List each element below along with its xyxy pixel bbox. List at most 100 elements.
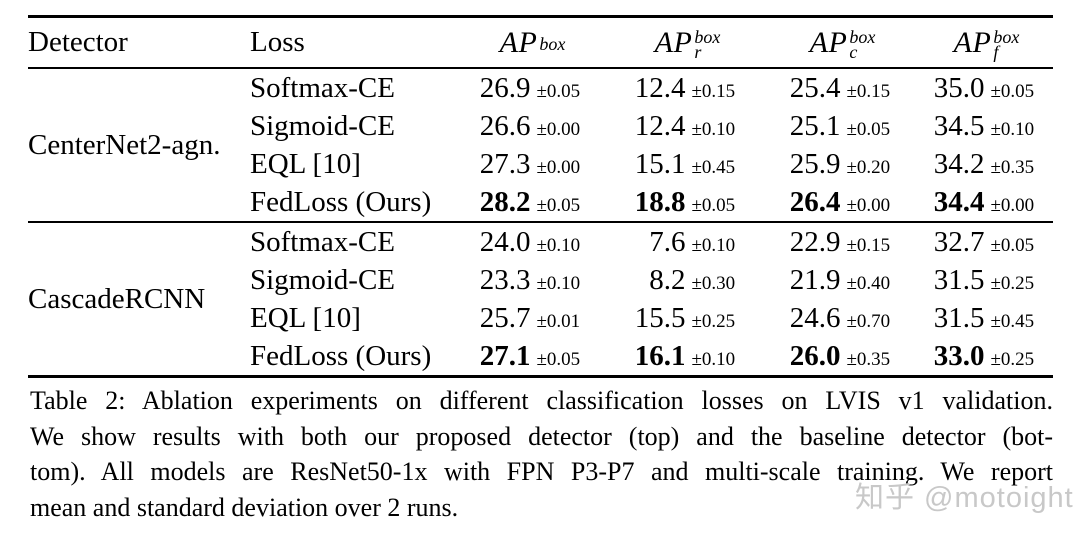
ap-box-cell: 26.9 ±0.05: [455, 72, 610, 105]
value: 25.9: [789, 147, 841, 180]
math-sub-c: c: [849, 41, 858, 62]
value: 24.6: [789, 301, 841, 334]
std-dev: ±0.01: [536, 310, 581, 332]
value: 28.2: [479, 185, 531, 218]
math-ap: AP: [953, 25, 992, 59]
ap-c-cell: 22.9 ±0.15: [765, 226, 920, 259]
std-dev: ±0.05: [990, 80, 1035, 102]
std-dev: ±0.10: [691, 348, 736, 370]
value: 26.0: [789, 339, 841, 372]
zhihu-watermark: 知乎 @motoight: [855, 482, 1074, 514]
math-ap: AP: [809, 25, 848, 59]
value: 25.7: [479, 301, 531, 334]
ap-box-cell: 26.6 ±0.00: [455, 110, 610, 143]
std-dev: ±0.00: [536, 118, 581, 140]
ap-r-cell: 12.4 ±0.15: [610, 72, 765, 105]
detector-label: CenterNet2-agn.: [28, 128, 221, 161]
value: 12.4: [634, 109, 686, 142]
value: 15.1: [634, 147, 686, 180]
ap-box-cell: 28.2 ±0.05: [455, 186, 610, 219]
math-scripts: box r: [694, 28, 720, 62]
std-dev: ±0.05: [536, 194, 581, 216]
loss-label: Softmax-CE: [250, 225, 395, 258]
ap-c-cell: 21.9 ±0.40: [765, 264, 920, 297]
value: 34.5: [933, 109, 985, 142]
caption-line: We show results with both our proposed d…: [30, 421, 1053, 451]
col-header-ap-r-box: AP box r: [610, 25, 765, 62]
group-centernet2: CenterNet2-agn. Softmax-CE 26.9 ±0.05 12.…: [28, 69, 1053, 221]
loss-label: EQL [10]: [250, 147, 361, 180]
value: 21.9: [789, 263, 841, 296]
std-dev: ±0.15: [846, 234, 891, 256]
ap-r-cell: 8.2 ±0.30: [610, 264, 765, 297]
std-dev: ±0.10: [536, 234, 581, 256]
ap-f-cell: 34.2 ±0.35: [920, 148, 1053, 181]
loss-label: FedLoss (Ours): [250, 185, 432, 218]
ap-f-cell: 32.7 ±0.05: [920, 226, 1053, 259]
col-header-ap-box: AP box: [455, 26, 610, 60]
col-header-detector: Detector: [28, 26, 128, 58]
ap-f-cell: 34.5 ±0.10: [920, 110, 1053, 143]
col-header-ap-f-box: AP box f: [920, 25, 1053, 62]
std-dev: ±0.35: [846, 348, 891, 370]
value: 12.4: [634, 71, 686, 104]
value: 26.4: [789, 185, 841, 218]
group-separator-rule: [28, 221, 1053, 223]
ap-box-cell: 27.1 ±0.05: [455, 340, 610, 373]
math-sub-f: f: [993, 41, 999, 62]
col-header-loss: Loss: [250, 26, 305, 58]
table-caption: Table 2: Ablation experiments on differe…: [30, 383, 1053, 525]
value: 34.4: [933, 185, 985, 218]
value: 33.0: [933, 339, 985, 372]
ap-c-cell: 26.4 ±0.00: [765, 186, 920, 219]
std-dev: ±0.25: [990, 272, 1035, 294]
table-bottom-rule: [28, 375, 1053, 378]
value: 7.6: [649, 225, 686, 258]
math-sup-box: box: [539, 34, 566, 54]
std-dev: ±0.05: [846, 118, 891, 140]
math-ap: AP: [654, 25, 693, 59]
ap-c-cell: 26.0 ±0.35: [765, 340, 920, 373]
loss-label: Sigmoid-CE: [250, 109, 396, 142]
value: 8.2: [649, 263, 686, 296]
std-dev: ±0.10: [691, 118, 736, 140]
col-header-ap-c-box: AP box c: [765, 25, 920, 62]
table-top-rule: [28, 15, 1053, 18]
ap-r-cell: 15.1 ±0.45: [610, 148, 765, 181]
ap-r-cell: 16.1 ±0.10: [610, 340, 765, 373]
std-dev: ±0.70: [846, 310, 891, 332]
value: 25.4: [789, 71, 841, 104]
ap-f-cell: 31.5 ±0.25: [920, 264, 1053, 297]
ap-c-cell: 24.6 ±0.70: [765, 302, 920, 335]
value: 23.3: [479, 263, 531, 296]
value: 27.3: [479, 147, 531, 180]
ap-r-cell: 12.4 ±0.10: [610, 110, 765, 143]
std-dev: ±0.05: [536, 348, 581, 370]
math-sub-r: r: [694, 41, 702, 62]
std-dev: ±0.10: [990, 118, 1035, 140]
ap-r-cell: 15.5 ±0.25: [610, 302, 765, 335]
std-dev: ±0.00: [990, 194, 1035, 216]
value: 24.0: [479, 225, 531, 258]
ap-f-cell: 31.5 ±0.45: [920, 302, 1053, 335]
std-dev: ±0.30: [691, 272, 736, 294]
std-dev: ±0.05: [536, 80, 581, 102]
ap-box-cell: 27.3 ±0.00: [455, 148, 610, 181]
value: 26.9: [479, 71, 531, 104]
std-dev: ±0.25: [990, 348, 1035, 370]
ap-f-cell: 34.4 ±0.00: [920, 186, 1053, 219]
std-dev: ±0.05: [990, 234, 1035, 256]
caption-line: mean and standard deviation over 2 runs.: [30, 492, 459, 522]
ap-c-cell: 25.1 ±0.05: [765, 110, 920, 143]
header-separator-rule: [28, 67, 1053, 69]
std-dev: ±0.05: [691, 194, 736, 216]
math-ap: AP: [499, 25, 538, 59]
value: 31.5: [933, 263, 985, 296]
ap-c-cell: 25.4 ±0.15: [765, 72, 920, 105]
ap-f-cell: 33.0 ±0.25: [920, 340, 1053, 373]
value: 26.6: [479, 109, 531, 142]
std-dev: ±0.35: [990, 156, 1035, 178]
std-dev: ±0.20: [846, 156, 891, 178]
std-dev: ±0.15: [846, 80, 891, 102]
value: 34.2: [933, 147, 985, 180]
